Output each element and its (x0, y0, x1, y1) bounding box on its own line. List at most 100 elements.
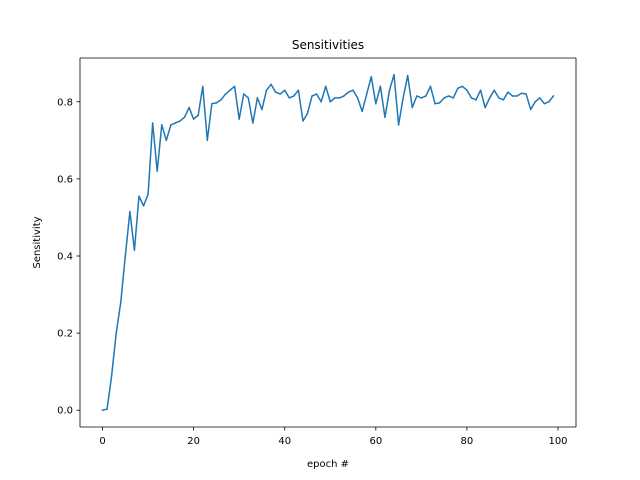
y-axis-label: Sensitivity (32, 216, 43, 268)
data-point (297, 89, 300, 91)
data-point (110, 374, 113, 377)
data-point (270, 83, 272, 86)
x-tick-label: 20 (187, 436, 200, 447)
data-point (334, 97, 336, 99)
y-tick-label: 0.0 (57, 406, 73, 417)
data-point (475, 99, 477, 101)
y-tick-label: 0.6 (57, 174, 73, 185)
x-tick-label: 40 (278, 436, 291, 447)
data-point (493, 89, 495, 91)
y-tick-label: 0.2 (57, 329, 73, 340)
y-tick-label: 0.4 (57, 251, 73, 262)
data-point (420, 97, 423, 99)
data-point (202, 85, 204, 88)
data-point (206, 139, 209, 142)
data-point (211, 102, 213, 105)
data-point (425, 95, 427, 97)
data-point (302, 120, 304, 122)
data-point (324, 85, 327, 88)
data-point (438, 102, 441, 104)
data-point (479, 89, 482, 91)
data-point (142, 205, 145, 207)
data-point (507, 91, 509, 93)
data-point (161, 124, 163, 126)
data-point (138, 195, 140, 197)
data-point (406, 74, 409, 77)
data-point (502, 99, 505, 101)
data-point (183, 116, 186, 118)
data-point (279, 93, 281, 95)
data-point (516, 95, 518, 97)
data-point (447, 95, 450, 97)
y-tick-label: 0.8 (57, 97, 73, 108)
data-point (352, 89, 354, 91)
data-point (188, 106, 190, 109)
data-point (511, 95, 514, 97)
data-point (466, 89, 468, 91)
data-point (543, 102, 546, 105)
data-point (242, 93, 245, 95)
data-point (229, 89, 231, 91)
data-point (288, 97, 291, 99)
data-point (370, 75, 373, 78)
data-point (411, 106, 414, 109)
data-point (379, 85, 382, 88)
plot-frame (79, 57, 577, 428)
data-point (311, 95, 313, 97)
data-point (416, 95, 418, 97)
data-point (361, 110, 363, 113)
data-point (224, 93, 227, 95)
data-point (525, 93, 527, 95)
data-point (457, 87, 459, 90)
y-axis-ticks: 0.0 0.2 0.4 0.6 0.8 (57, 97, 80, 417)
data-point (347, 91, 350, 93)
data-point (124, 255, 127, 257)
data-point (192, 118, 195, 120)
data-point (238, 118, 240, 120)
data-point (393, 74, 395, 76)
data-point (170, 124, 172, 126)
data-point (452, 97, 454, 99)
data-point (434, 102, 436, 105)
data-point (252, 122, 254, 124)
data-point (461, 85, 464, 88)
data-point (261, 108, 263, 111)
data-point (165, 139, 168, 142)
data-point (329, 101, 332, 103)
data-point (133, 249, 136, 251)
data-point (233, 85, 236, 88)
data-point (256, 97, 259, 99)
data-point (429, 85, 432, 88)
x-tick-label: 80 (461, 436, 474, 447)
data-point (470, 97, 473, 99)
data-point (365, 93, 368, 95)
data-point (174, 122, 177, 124)
x-axis-ticks: 0 20 40 60 80 100 (99, 427, 568, 447)
data-point (129, 210, 131, 213)
data-point (338, 97, 341, 99)
data-point (220, 99, 222, 101)
data-point (388, 89, 391, 91)
data-point (548, 101, 550, 103)
plot-area (80, 58, 576, 427)
series-line (101, 74, 555, 412)
data-point (397, 124, 400, 126)
data-point (247, 97, 250, 99)
x-tick-label: 60 (369, 436, 382, 447)
x-tick-label: 0 (99, 436, 105, 447)
data-point (283, 89, 286, 91)
data-point (356, 97, 359, 99)
data-point (265, 89, 268, 91)
data-point (443, 97, 445, 99)
data-point (488, 97, 491, 99)
data-point (402, 97, 404, 99)
data-point (520, 92, 523, 95)
data-point (534, 101, 536, 103)
data-point (320, 101, 322, 103)
data-point (274, 91, 277, 93)
data-point (315, 93, 318, 95)
data-point (293, 95, 295, 97)
data-point (147, 193, 149, 196)
data-point (115, 332, 117, 334)
